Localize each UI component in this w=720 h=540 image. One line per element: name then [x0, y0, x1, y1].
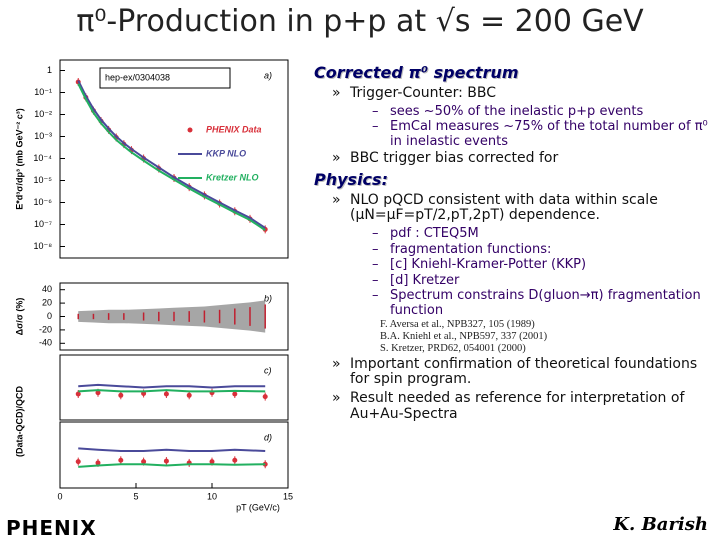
bullet: Important confirmation of theoretical fo…	[332, 356, 712, 388]
y-tick-label: 10⁻²	[34, 109, 52, 119]
data-point	[118, 457, 124, 463]
y-tick-label: 10⁻⁴	[33, 153, 52, 163]
y-tick-label: 10⁻³	[34, 131, 52, 141]
bullet: NLO pQCD consistent with data within sca…	[332, 192, 712, 224]
data-point	[75, 459, 81, 465]
data-point	[163, 458, 169, 464]
chart: 1 10⁻¹ 10⁻² 10⁻³ 10⁻⁴ 10⁻⁵ 10⁻⁶ 10⁻⁷ 10⁻⁸ E*d³σ/d…	[14, 59, 293, 512]
data-point	[75, 391, 81, 397]
reference: B.A. Kniehl et al., NPB597, 337 (2001)	[380, 331, 548, 343]
legend-label: Kretzer NLO	[206, 172, 259, 182]
y-tick-label: 20	[42, 297, 52, 307]
bullet: BBC trigger bias corrected for	[332, 151, 712, 167]
uncertainty-band	[78, 300, 266, 333]
curve	[77, 80, 266, 229]
legend-label: PHENIX Data	[206, 124, 262, 134]
curve	[78, 463, 266, 468]
y-axis-label: Δσ/σ (%)	[14, 298, 24, 336]
reference: S. Kretzer, PRD62, 054001 (2000)	[380, 342, 526, 354]
panel-label: c)	[264, 365, 272, 375]
data-point	[209, 459, 215, 465]
data-point	[186, 392, 192, 398]
slide-title: π⁰-Production in p+p at √s = 200 GeV	[76, 4, 644, 39]
y-tick-label: 40	[42, 284, 52, 294]
x-tick-label: 15	[283, 491, 293, 501]
curve	[78, 447, 266, 453]
legend-marker	[187, 127, 193, 133]
y-tick-label: 10⁻⁷	[34, 219, 52, 229]
y-tick-label: 10⁻¹	[34, 87, 52, 97]
reference-box	[99, 67, 231, 89]
panel-label: b)	[264, 293, 272, 303]
sub-bullet: fragmentation functions:	[372, 242, 712, 258]
y-axis-label: (Data-QCD)/QCD	[14, 386, 24, 457]
y-tick-label: 10⁻⁶	[34, 197, 53, 207]
y-tick-label: 1	[47, 65, 52, 75]
y-tick-label: -40	[39, 338, 52, 348]
panel-frame	[59, 421, 289, 489]
data-point	[141, 459, 147, 465]
reference-label: hep-ex/0304038	[105, 72, 170, 82]
x-axis-label: pT (GeV/c)	[236, 502, 280, 512]
reference: F. Aversa et al., NPB327, 105 (1989)	[380, 319, 535, 331]
sub-bullet: [c] Kniehl-Kramer-Potter (KKP)	[372, 258, 712, 273]
sub-bullet: EmCal measures ~75% of the total number …	[372, 119, 712, 149]
data-point	[232, 457, 238, 463]
data-point	[95, 390, 101, 396]
notes: Corrected π⁰ spectrum Trigger-Counter: BB…	[312, 60, 712, 425]
sub-bullet: Spectrum constrains D(gluon→π) fragmenta…	[372, 289, 712, 318]
y-tick-label: 10⁻⁵	[34, 175, 53, 185]
bullet: Trigger-Counter: BBC	[332, 85, 712, 102]
author: K. Barish	[613, 514, 708, 535]
data-point	[232, 391, 238, 397]
x-tick-label: 5	[133, 491, 138, 501]
sub-bullet: [d] Kretzer	[372, 273, 712, 289]
panel-label: a)	[264, 70, 272, 80]
y-tick-label: -20	[39, 324, 52, 334]
y-tick-label: 10⁻⁸	[33, 241, 52, 251]
sub-bullet: pdf : CTEQ5M	[372, 227, 712, 242]
sub-bullet: sees ~50% of the inelastic p+p events	[372, 104, 712, 120]
curve	[77, 83, 266, 232]
bullet: Result needed as reference for interpret…	[332, 390, 712, 422]
section-heading: Corrected π⁰ spectrum	[314, 63, 519, 82]
data-point	[95, 460, 101, 466]
y-tick-label: 0	[47, 311, 52, 321]
curve	[78, 383, 266, 389]
panel-label: d)	[264, 432, 272, 442]
section-heading: Physics:	[314, 169, 388, 189]
x-tick-label: 10	[207, 491, 217, 501]
data-point	[118, 392, 124, 398]
y-axis-label: E*d³σ/dp³ (mb GeV⁻² c³)	[14, 108, 24, 209]
x-tick-label: 0	[57, 491, 62, 501]
panel-frame	[59, 354, 289, 421]
legend-label: KKP NLO	[206, 148, 246, 158]
logo: PHENIX	[6, 516, 97, 540]
panel-frame	[59, 59, 289, 259]
data-point	[163, 391, 169, 397]
curve	[78, 389, 266, 393]
data-point	[262, 394, 268, 400]
